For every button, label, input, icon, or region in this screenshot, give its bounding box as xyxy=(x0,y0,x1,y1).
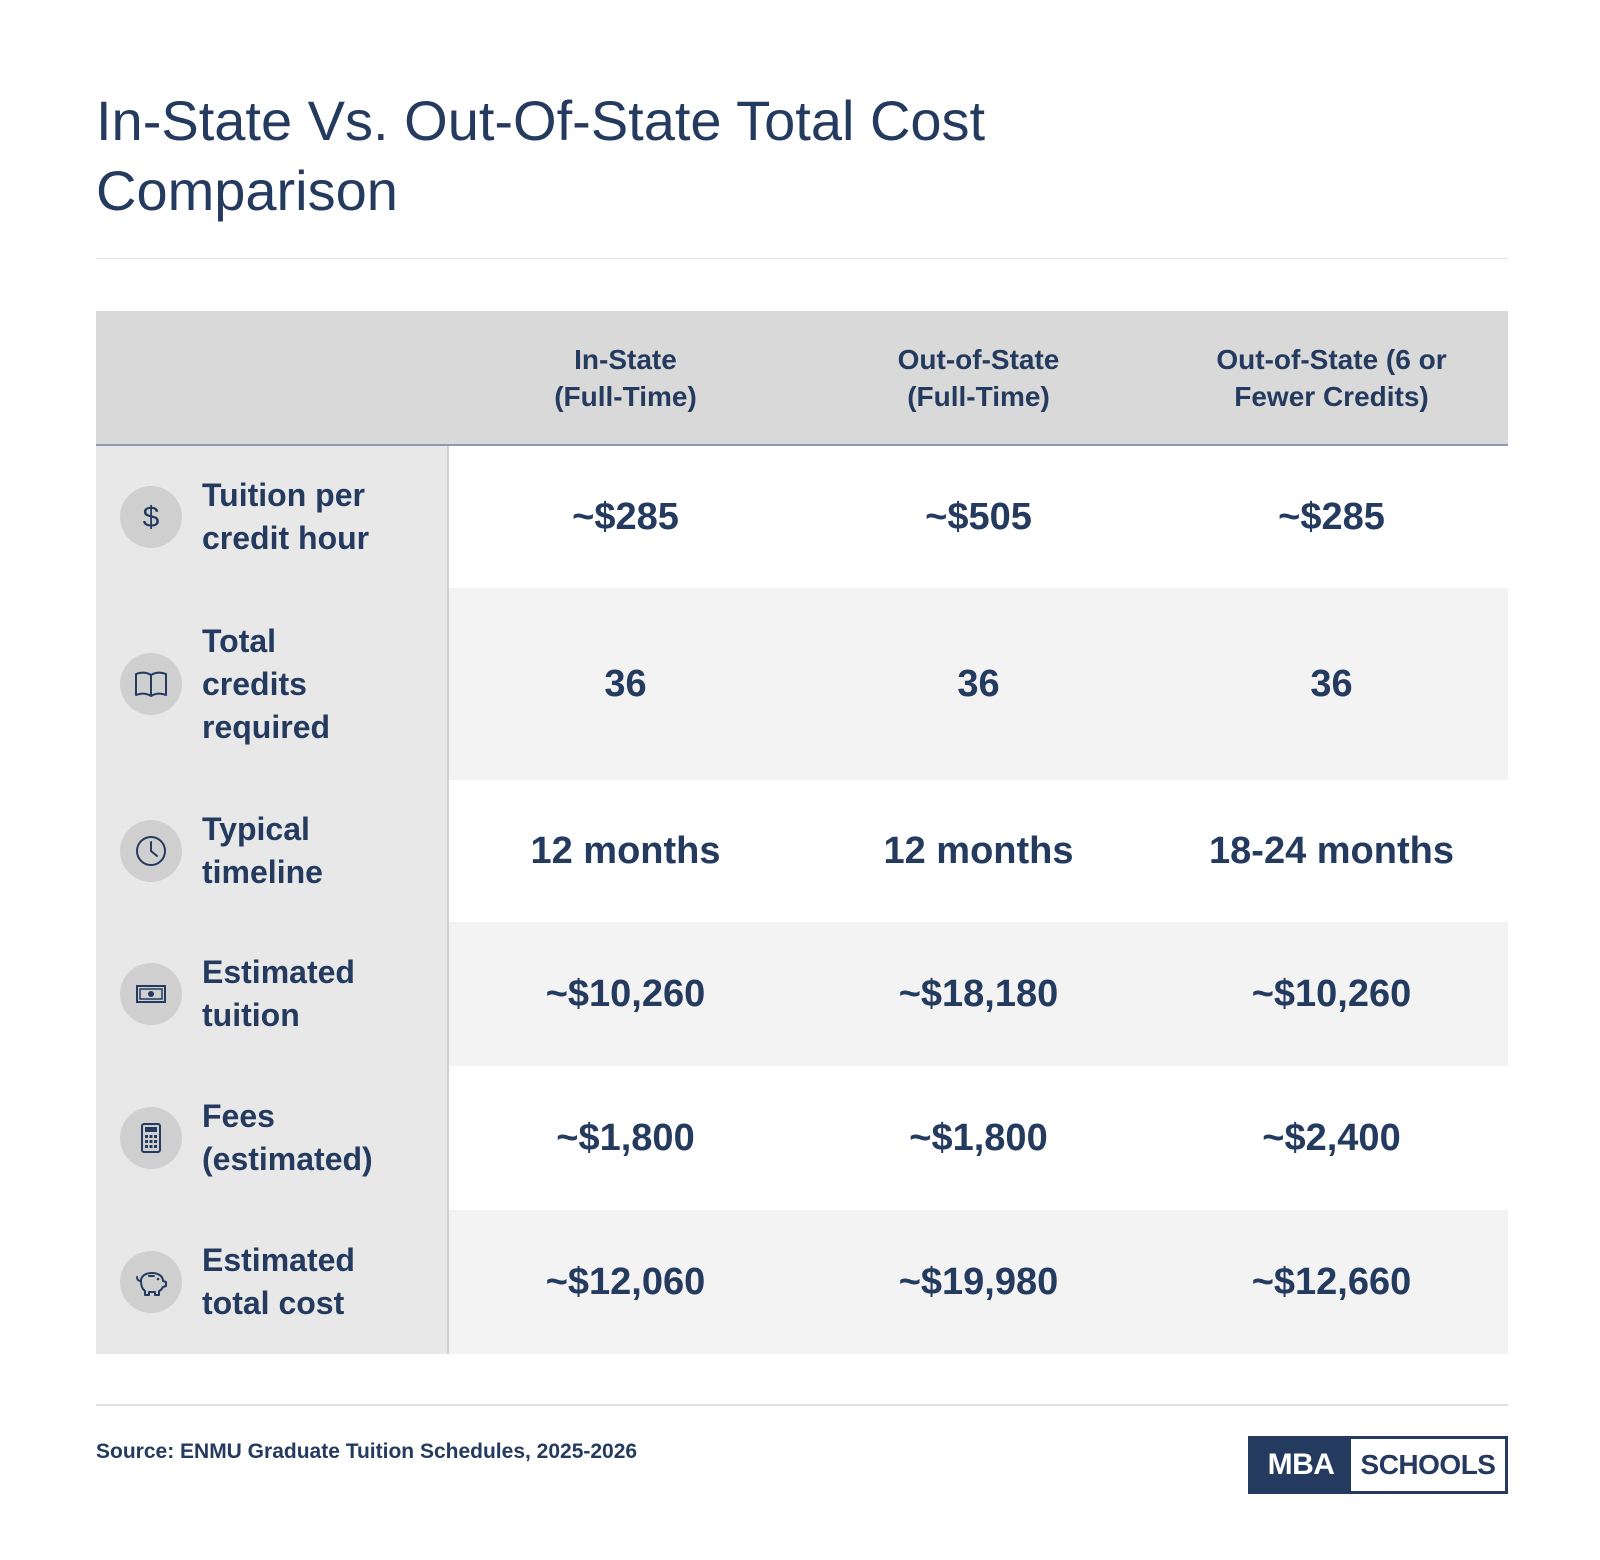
table-row-total-cost: Estimated total cost ~$12,060 ~$19,980 ~… xyxy=(96,1210,1508,1354)
page-title: In-State Vs. Out-Of-State Total Cost Com… xyxy=(96,89,986,222)
cell-out-of-state-part-time: 36 xyxy=(1155,588,1508,780)
row-label: Fees (estimated) xyxy=(202,1098,373,1177)
cell-out-of-state: ~$18,180 xyxy=(802,922,1155,1066)
mba-schools-logo: MBA SCHOOLS xyxy=(1248,1436,1508,1494)
cell-out-of-state-part-time: ~$2,400 xyxy=(1155,1066,1508,1210)
cost-comparison-table: In-State (Full-Time) Out-of-State (Full-… xyxy=(96,311,1508,1354)
source-note: Source: ENMU Graduate Tuition Schedules,… xyxy=(96,1440,638,1463)
row-label: Total credits required xyxy=(202,622,331,745)
cell-in-state: ~$10,260 xyxy=(449,922,802,1066)
cash-icon xyxy=(120,963,182,1025)
calculator-icon xyxy=(120,1107,182,1169)
cell-out-of-state-part-time: ~$285 xyxy=(1155,446,1508,588)
row-label-cell: Total credits required xyxy=(96,588,449,780)
table-row-total-credits: Total credits required 36 36 36 xyxy=(96,588,1508,780)
cell-in-state: 12 months xyxy=(449,780,802,922)
cell-out-of-state: ~$19,980 xyxy=(802,1210,1155,1354)
column-header-in-state: In-State (Full-Time) xyxy=(554,343,697,412)
column-header-out-of-state-part-time: Out-of-State (6 or Fewer Credits) xyxy=(1216,343,1447,412)
row-label-cell: Estimated total cost xyxy=(96,1210,449,1354)
cell-out-of-state-part-time: 18-24 months xyxy=(1155,780,1508,922)
logo-wordmark: SCHOOLS xyxy=(1360,1449,1496,1480)
cell-in-state: ~$285 xyxy=(449,446,802,588)
header-corner xyxy=(96,311,449,444)
cell-in-state: 36 xyxy=(449,588,802,780)
row-label: Tuition per credit hour xyxy=(202,477,370,556)
svg-text:$: $ xyxy=(143,501,160,534)
book-icon xyxy=(120,653,182,715)
table-row-tuition-per-credit: $ Tuition per credit hour ~$285 ~$505 ~$… xyxy=(96,446,1508,588)
row-label-cell: $ Tuition per credit hour xyxy=(96,446,449,588)
row-label-cell: Estimated tuition xyxy=(96,922,449,1066)
logo-mark: MBA xyxy=(1251,1439,1351,1491)
piggy-bank-icon xyxy=(120,1251,182,1313)
table-header-row: In-State (Full-Time) Out-of-State (Full-… xyxy=(96,311,1508,446)
cell-out-of-state: ~$1,800 xyxy=(802,1066,1155,1210)
row-label-cell: Fees (estimated) xyxy=(96,1066,449,1210)
cell-out-of-state: 36 xyxy=(802,588,1155,780)
column-header-out-of-state: Out-of-State (Full-Time) xyxy=(897,343,1060,412)
table-row-estimated-tuition: Estimated tuition ~$10,260 ~$18,180 ~$10… xyxy=(96,922,1508,1066)
footer-divider xyxy=(96,1404,1508,1406)
cell-in-state: ~$1,800 xyxy=(449,1066,802,1210)
row-label-cell: Typical timeline xyxy=(96,780,449,922)
cell-out-of-state: ~$505 xyxy=(802,446,1155,588)
row-label: Estimated total cost xyxy=(202,1242,355,1321)
title-divider xyxy=(96,258,1508,259)
cell-in-state: ~$12,060 xyxy=(449,1210,802,1354)
dollar-icon: $ xyxy=(120,486,182,548)
cell-out-of-state-part-time: ~$10,260 xyxy=(1155,922,1508,1066)
row-label: Typical timeline xyxy=(202,811,323,890)
clock-icon xyxy=(120,820,182,882)
cell-out-of-state-part-time: ~$12,660 xyxy=(1155,1210,1508,1354)
table-row-typical-timeline: Typical timeline 12 months 12 months 18-… xyxy=(96,780,1508,922)
table-row-fees: Fees (estimated) ~$1,800 ~$1,800 ~$2,400 xyxy=(96,1066,1508,1210)
row-label: Estimated tuition xyxy=(202,954,355,1033)
cell-out-of-state: 12 months xyxy=(802,780,1155,922)
